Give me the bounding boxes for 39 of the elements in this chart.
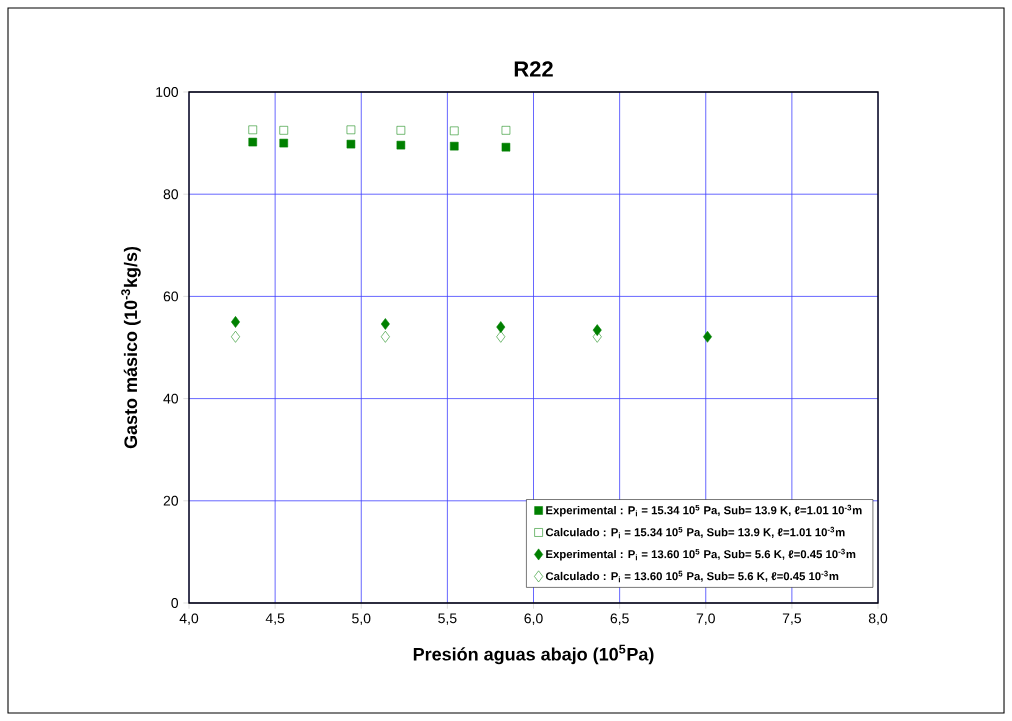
point (248, 125, 258, 135)
x-tick-label: 7,0 (696, 613, 715, 625)
x-tick-label: 8,0 (868, 613, 888, 625)
y-tick-label: 80 (163, 189, 179, 200)
legend-label: Experimental : P$_{i}$ = 15.34 10$^{5}$ Pa, Sub= 13.9 K, ℓ=1.01 10$^{-3}$m (546, 504, 862, 517)
y-tick-label: 40 (163, 393, 179, 404)
x-axis-title: Presión aguas abajo (10$^{5}$Pa) (413, 644, 654, 665)
point (501, 126, 511, 135)
point (279, 126, 289, 135)
legend-label: Calculado : P$_{i}$ = 15.34 10$^{5}$ Pa, Sub= 13.9 K, ℓ=1.01 10$^{-3}$m (545, 526, 845, 539)
point (496, 330, 506, 343)
y-tick-label: 60 (163, 291, 179, 302)
point (450, 141, 459, 151)
y-tick-label: 0 (171, 598, 179, 608)
x-tick-label: 4,5 (265, 613, 285, 625)
y-tick-label: 100 (156, 87, 179, 97)
x-tick-label: 5,5 (438, 613, 457, 625)
y-axis-title: Gasto másico (10$^{-3}$kg/s) (121, 246, 141, 449)
x-tick-label: 7,5 (782, 613, 802, 625)
point (496, 321, 506, 333)
x-tick-label: 4,0 (179, 613, 199, 625)
point (346, 139, 356, 149)
x-tick-label: 6,0 (524, 613, 543, 625)
chart-title: R22 (514, 61, 553, 77)
point (346, 125, 356, 135)
legend-label: Experimental : P$_{i}$ = 13.60 10$^{5}$ Pa, Sub= 5.6 K, ℓ=0.45 10$^{-3}$m (546, 548, 856, 561)
point (501, 142, 511, 152)
x-tick-label: 6,5 (610, 613, 629, 625)
point (248, 137, 258, 147)
point (279, 138, 289, 148)
point (396, 126, 406, 135)
point (450, 126, 459, 136)
point (231, 316, 240, 328)
legend-label: Calculado : P$_{i}$ = 13.60 10$^{5}$ Pa, Sub= 5.6 K, ℓ=0.45 10$^{-3}$m (545, 570, 839, 583)
point (380, 330, 390, 343)
y-tick-label: 20 (163, 495, 179, 506)
x-tick-label: 5,0 (352, 613, 371, 625)
point (396, 140, 406, 150)
point (380, 318, 390, 330)
